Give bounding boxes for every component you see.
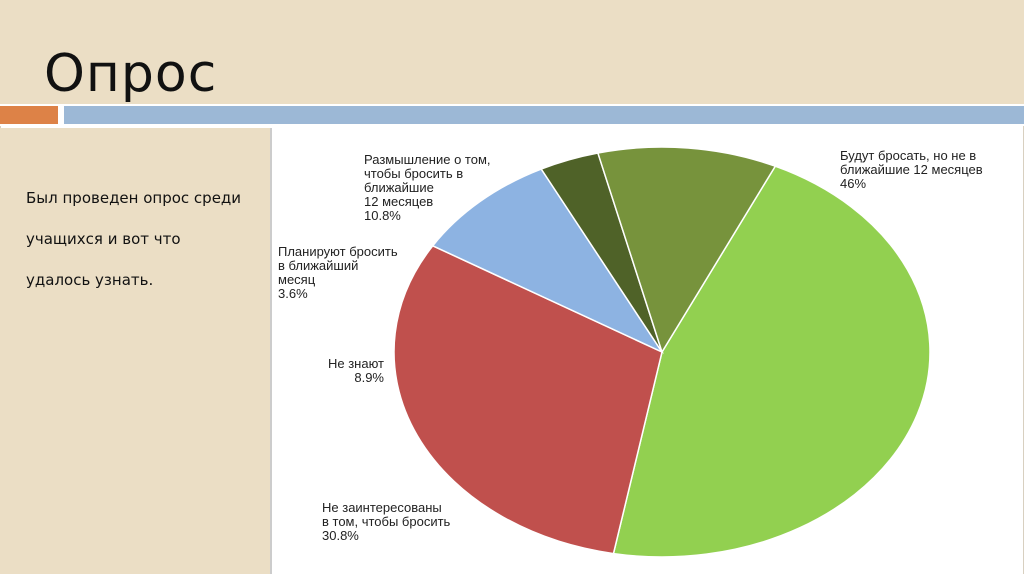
slice-label-5-line-1: Размышление о том, [364, 152, 491, 167]
slice-label-1-line-3: 46% [840, 176, 866, 191]
pie-slice-3 [431, 168, 665, 354]
slice-label-2-line-2: в том, чтобы бросить [322, 514, 451, 529]
body-line-3: удалось узнать. [26, 271, 154, 289]
slide-header: Опрос [0, 0, 1024, 104]
slice-label-5: Размышление о том, чтобы бросить в ближайш… [364, 152, 491, 223]
slice-label-5-line-2: чтобы бросить в [364, 166, 463, 181]
slice-label-3: Не знают 8.9% [328, 356, 384, 385]
slice-label-1-line-2: ближайшие 12 месяцев [840, 162, 983, 177]
pie-slice-1 [612, 165, 931, 558]
accent-bar-blue [64, 106, 1024, 124]
panel-divider [270, 128, 272, 574]
slice-label-4-line-3: месяц [278, 272, 316, 287]
pie-slice-5 [596, 146, 777, 354]
slice-label-4-line-4: 3.6% [278, 286, 308, 301]
accent-bar-orange [0, 106, 58, 124]
slice-label-4-line-2: в ближайший [278, 258, 358, 273]
body-text: Был проведен опрос среди учащихся и вот … [26, 178, 266, 301]
pie-chart: Будут бросать, но не в ближайшие 12 месяц… [272, 128, 1024, 574]
slice-label-2-line-3: 30.8% [322, 528, 359, 543]
text-panel: Был проведен опрос среди учащихся и вот … [0, 128, 270, 574]
slice-label-5-line-3: ближайшие [364, 180, 434, 195]
slice-label-2-line-1: Не заинтересованы [322, 500, 442, 515]
slice-label-5-line-4: 12 месяцев [364, 194, 433, 209]
slice-label-1: Будут бросать, но не в ближайшие 12 месяц… [840, 148, 983, 191]
pie-slice-2 [393, 244, 663, 555]
slice-label-4-line-1: Планируют бросить [278, 244, 398, 259]
slice-label-3-line-2: 8.9% [354, 370, 384, 385]
body-line-2: учащихся и вот что [26, 230, 181, 248]
slide-title: Опрос [44, 44, 218, 104]
slice-label-4: Планируют бросить в ближайший месяц 3.6% [278, 244, 398, 301]
body-line-1: Был проведен опрос среди [26, 189, 242, 207]
pie-chart-svg: Будут бросать, но не в ближайшие 12 месяц… [278, 146, 983, 558]
slice-label-2: Не заинтересованы в том, чтобы бросить 30.… [322, 500, 451, 543]
slice-label-5-line-5: 10.8% [364, 208, 401, 223]
slice-label-1-line-1: Будут бросать, но не в [840, 148, 976, 163]
slice-label-3-line-1: Не знают [328, 356, 384, 371]
